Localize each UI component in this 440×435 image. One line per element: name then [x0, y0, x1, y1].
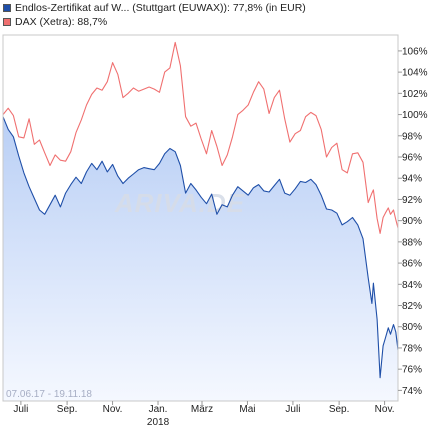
- x-tick-label: Mai: [239, 404, 255, 415]
- date-range-label: 07.06.17 - 19.11.18: [6, 389, 92, 400]
- series-line-zertifikat: [2, 116, 399, 379]
- legend-item-dax: DAX (Xetra): 88,7%: [3, 15, 107, 28]
- x-tick-label: Nov.: [103, 404, 123, 415]
- y-tick-label: 80%: [402, 322, 422, 333]
- y-tick-label: 90%: [402, 216, 422, 227]
- plot-frame: [2, 34, 399, 402]
- legend-item-zertifikat: Endlos-Zertifikat auf W... (Stuttgart (E…: [3, 1, 306, 14]
- y-tick-label: 92%: [402, 195, 422, 206]
- x-year-label: 2018: [147, 417, 170, 428]
- y-tick-label: 96%: [402, 153, 422, 164]
- x-tick-label: Juli: [285, 404, 300, 415]
- y-tick-label: 82%: [402, 301, 422, 312]
- legend-label-dax: DAX (Xetra): 88,7%: [15, 15, 108, 28]
- y-tick-label: 106%: [402, 46, 428, 57]
- y-tick-label: 102%: [402, 89, 428, 100]
- y-tick-label: 98%: [402, 131, 422, 142]
- x-tick-label: Sep.: [329, 404, 350, 415]
- y-tick-label: 74%: [402, 386, 422, 397]
- x-tick-label: Sep.: [57, 404, 78, 415]
- y-tick-label: 88%: [402, 237, 422, 248]
- legend-label-zertifikat: Endlos-Zertifikat auf W... (Stuttgart (E…: [15, 1, 306, 14]
- y-tick-label: 94%: [402, 174, 422, 185]
- x-tick-label: März: [191, 404, 213, 415]
- y-tick-label: 84%: [402, 280, 422, 291]
- y-tick-label: 100%: [402, 110, 428, 121]
- legend-swatch-dax: [3, 17, 11, 26]
- y-tick-label: 104%: [402, 68, 428, 79]
- legend-swatch-zertifikat: [3, 3, 11, 12]
- x-tick-label: Nov.: [375, 404, 395, 415]
- x-tick-label: Juli: [13, 404, 28, 415]
- series-line-dax: [2, 41, 399, 234]
- y-tick-label: 86%: [402, 259, 422, 270]
- series-area-zertifikat: [3, 116, 398, 401]
- x-tick-label: Jan.: [149, 404, 168, 415]
- y-tick-label: 76%: [402, 365, 422, 376]
- y-tick-label: 78%: [402, 343, 422, 354]
- watermark: ARIVA.DE: [114, 188, 245, 218]
